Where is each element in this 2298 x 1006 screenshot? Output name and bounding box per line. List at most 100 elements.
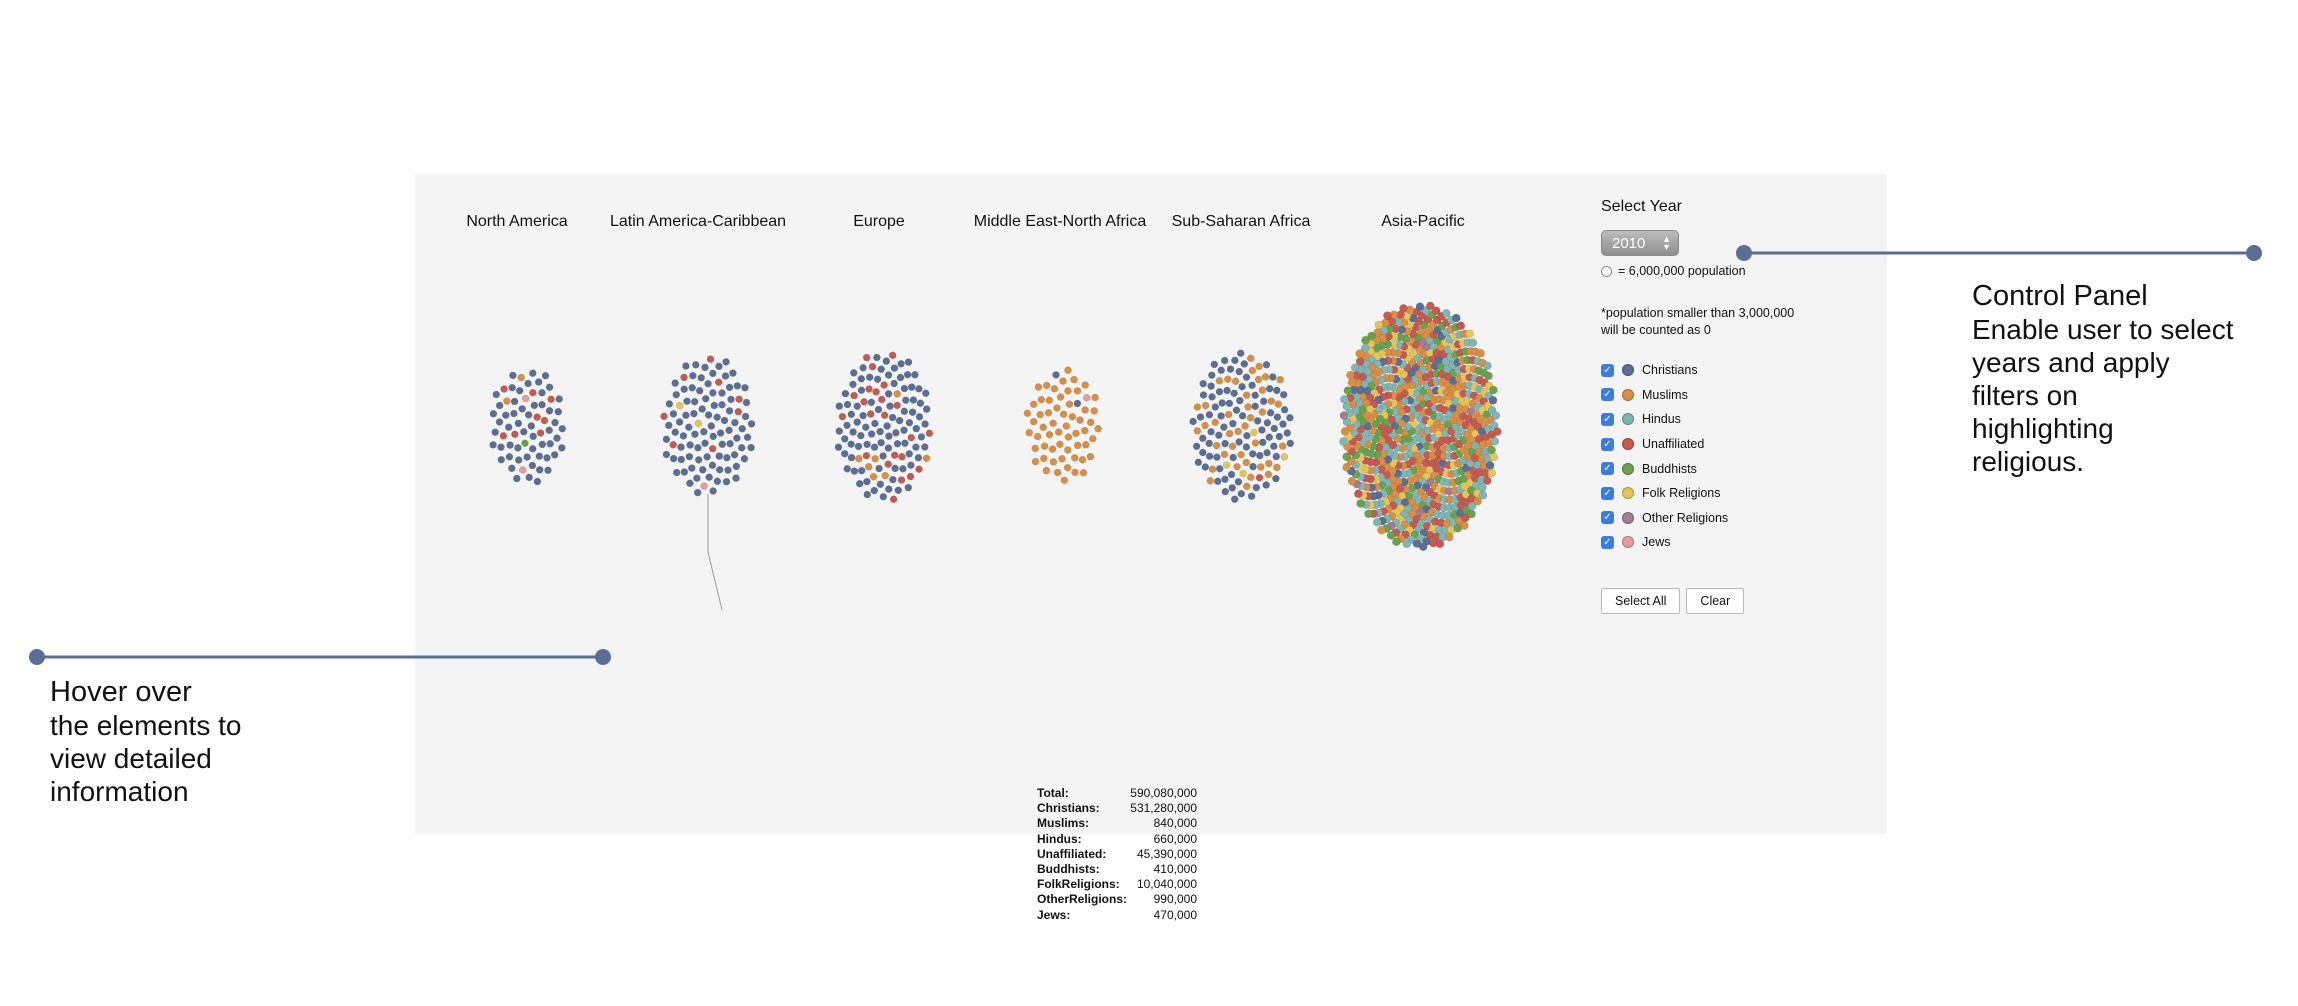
population-dot-christians[interactable] — [885, 432, 893, 440]
population-dot-muslims[interactable] — [1059, 410, 1068, 419]
population-dot-christians[interactable] — [545, 426, 553, 435]
population-dot-christians[interactable] — [884, 444, 893, 452]
population-dot-christians[interactable] — [718, 401, 726, 409]
population-dot-unaffiliated[interactable] — [898, 453, 906, 461]
population-dot-christians[interactable] — [1251, 402, 1259, 411]
population-dot-christians[interactable] — [533, 477, 542, 486]
population-dot-christians[interactable] — [722, 477, 731, 486]
population-dot-christians[interactable] — [909, 396, 918, 404]
filter-item-jews[interactable]: ✓ Jews — [1601, 530, 1801, 555]
population-dot-muslims[interactable] — [1045, 430, 1054, 439]
population-dot-muslims[interactable] — [1445, 532, 1454, 542]
population-dot-muslims[interactable] — [1042, 381, 1051, 390]
population-dot-unaffiliated[interactable] — [1493, 427, 1502, 436]
population-dot-christians[interactable] — [525, 473, 533, 482]
population-dot-muslims[interactable] — [1225, 429, 1234, 438]
population-dot-christians[interactable] — [876, 480, 885, 489]
population-dot-muslims[interactable] — [871, 455, 879, 463]
population-dot-muslims[interactable] — [1081, 406, 1089, 414]
population-dot-christians[interactable] — [1238, 412, 1247, 420]
population-dot-christians[interactable] — [1194, 458, 1203, 467]
population-dot-christians[interactable] — [1258, 426, 1266, 434]
population-dot-christians[interactable] — [863, 440, 871, 449]
population-dot-christians[interactable] — [835, 427, 844, 435]
population-dot-muslims[interactable] — [1278, 442, 1287, 450]
population-dot-christians[interactable] — [853, 418, 861, 426]
population-dot-christians[interactable] — [1279, 420, 1287, 428]
population-dot-christians[interactable] — [723, 453, 731, 462]
population-dot-christians[interactable] — [885, 485, 893, 493]
population-dot-jews[interactable] — [521, 394, 530, 403]
population-dot-muslims[interactable] — [1254, 375, 1263, 384]
population-dot-christians[interactable] — [870, 443, 879, 451]
population-dot-christians[interactable] — [862, 423, 870, 431]
population-dot-muslims[interactable] — [1258, 408, 1267, 416]
population-dot-christians[interactable] — [1199, 434, 1207, 443]
population-dot-christians[interactable] — [882, 357, 891, 365]
population-dot-unaffiliated[interactable] — [1426, 301, 1435, 311]
population-dot-christians[interactable] — [726, 439, 734, 448]
population-dot-christians[interactable] — [1279, 390, 1288, 399]
population-dot-muslims[interactable] — [1064, 387, 1072, 395]
population-dot-muslims[interactable] — [1044, 409, 1053, 417]
population-dot-christians[interactable] — [555, 395, 563, 403]
population-dot-unaffiliated[interactable] — [533, 413, 541, 421]
population-dot-christians[interactable] — [513, 474, 521, 483]
population-dot-christians[interactable] — [1189, 417, 1197, 426]
population-dot-christians[interactable] — [1262, 361, 1271, 369]
population-dot-muslims[interactable] — [1040, 454, 1048, 463]
population-dot-muslims[interactable] — [1090, 407, 1098, 415]
population-dot-christians[interactable] — [1221, 475, 1229, 484]
population-dot-christians[interactable] — [900, 426, 908, 434]
filter-checkbox[interactable]: ✓ — [1601, 511, 1614, 525]
population-dot-hindus[interactable] — [1442, 309, 1451, 318]
population-dot-folk-religions[interactable] — [1465, 329, 1474, 338]
population-dot-unaffiliated[interactable] — [897, 476, 906, 484]
population-dot-christians[interactable] — [738, 424, 746, 433]
population-dot-christians[interactable] — [694, 456, 703, 464]
population-dot-christians[interactable] — [912, 443, 920, 451]
population-dot-christians[interactable] — [1199, 391, 1208, 399]
population-dot-christians[interactable] — [915, 385, 923, 393]
population-dot-christians[interactable] — [731, 418, 739, 427]
population-dot-christians[interactable] — [905, 418, 914, 427]
population-dot-muslims[interactable] — [1228, 442, 1237, 451]
population-dot-christians[interactable] — [713, 413, 721, 421]
population-dot-muslims[interactable] — [1049, 458, 1058, 466]
population-dot-christians[interactable] — [1273, 413, 1282, 421]
population-dot-muslims[interactable] — [881, 471, 889, 480]
population-dot-unaffiliated[interactable] — [893, 401, 901, 410]
population-dot-christians[interactable] — [700, 428, 708, 436]
population-dot-muslims[interactable] — [1476, 349, 1485, 358]
population-dot-muslims[interactable] — [1215, 377, 1224, 385]
population-dot-christians[interactable] — [1221, 439, 1229, 448]
population-dot-christians[interactable] — [1221, 487, 1230, 496]
population-dot-christians[interactable] — [528, 461, 537, 470]
population-dot-christians[interactable] — [715, 465, 724, 474]
population-dot-muslims[interactable] — [1031, 457, 1040, 466]
population-dot-christians[interactable] — [688, 464, 696, 472]
population-dot-christians[interactable] — [544, 466, 552, 475]
population-dot-christians[interactable] — [834, 443, 843, 451]
population-dot-christians[interactable] — [514, 456, 523, 464]
population-dot-christians[interactable] — [1228, 484, 1237, 492]
population-dot-christians[interactable] — [893, 440, 902, 448]
population-dot-christians[interactable] — [863, 477, 871, 486]
population-dot-christians[interactable] — [716, 429, 725, 437]
population-dot-muslims[interactable] — [1201, 421, 1209, 430]
population-dot-muslims[interactable] — [1224, 375, 1232, 383]
population-dot-christians[interactable] — [877, 438, 885, 447]
population-dot-christians[interactable] — [870, 486, 879, 495]
population-dot-christians[interactable] — [554, 407, 563, 416]
population-dot-christians[interactable] — [733, 434, 741, 442]
population-dot-muslims[interactable] — [1246, 354, 1255, 363]
population-dot-christians[interactable] — [686, 479, 694, 488]
population-dot-christians[interactable] — [730, 451, 739, 459]
population-dot-christians[interactable] — [492, 390, 501, 399]
population-dot-muslims[interactable] — [1274, 400, 1283, 408]
population-dot-christians[interactable] — [1262, 481, 1270, 489]
population-dot-muslims[interactable] — [1244, 403, 1252, 411]
population-dot-jews[interactable] — [700, 482, 708, 490]
population-dot-christians[interactable] — [514, 419, 523, 428]
population-dot-christians[interactable] — [1052, 371, 1060, 379]
